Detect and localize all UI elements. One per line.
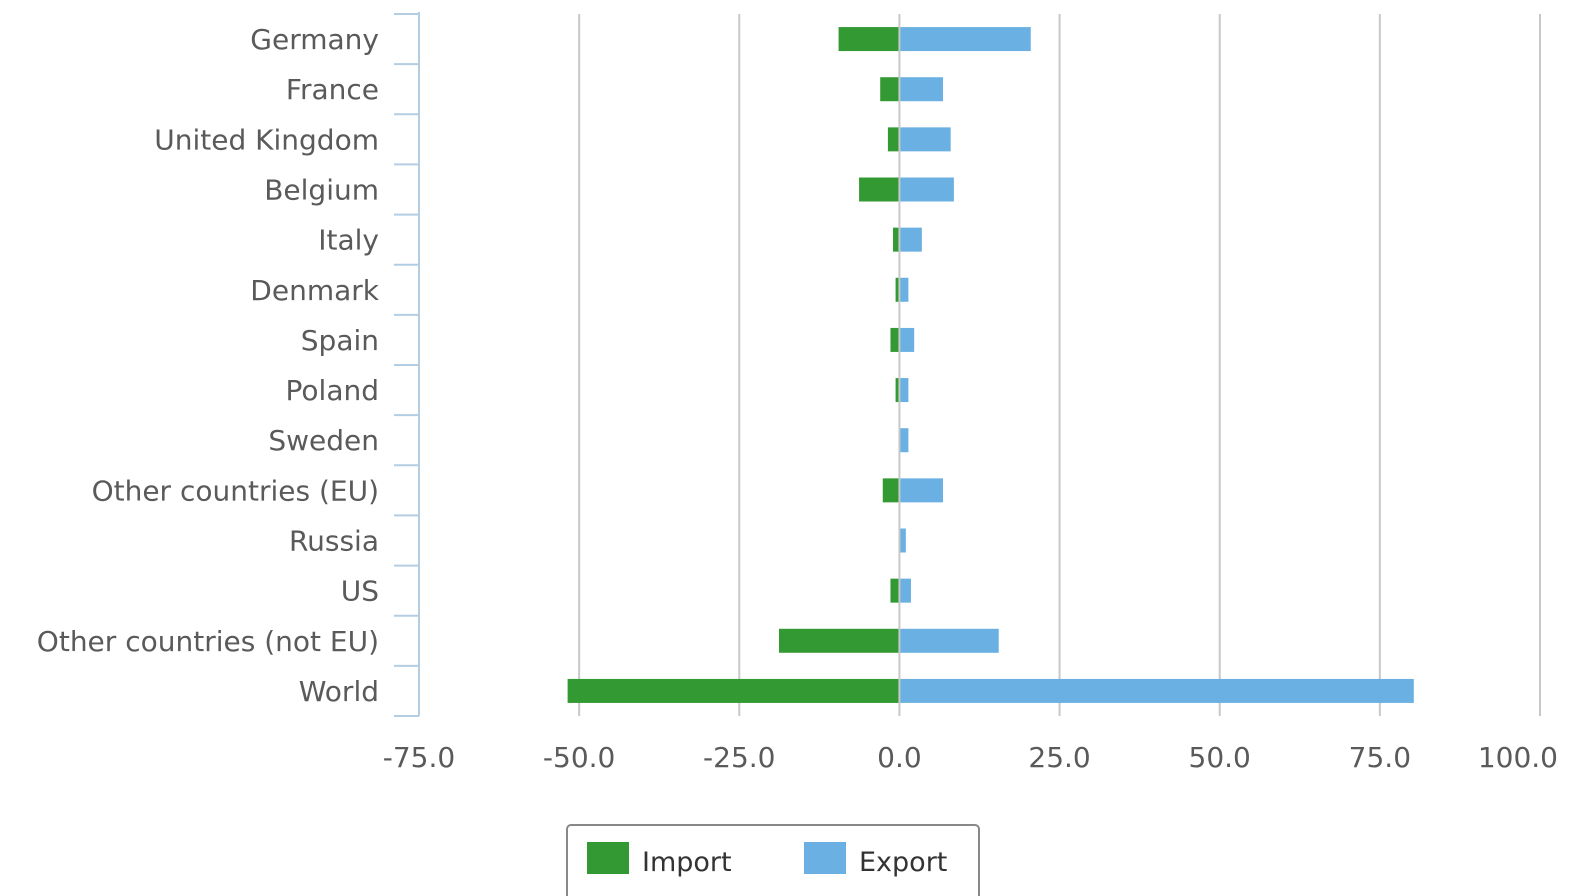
grid-lines (578, 14, 1541, 716)
category-labels: Germany France United Kingdom Belgium Italy D… (37, 23, 380, 708)
bar-export (899, 528, 906, 553)
bar-import (890, 327, 900, 352)
tick-labels: -75.0 -50.0 -25.0 0.0 25.0 50.0 75.0 100.0 (383, 741, 1558, 774)
x-tick-label: -75.0 (383, 741, 455, 774)
bars (567, 27, 1414, 703)
bar-export (899, 428, 909, 453)
category-label: US (341, 575, 379, 608)
legend-swatch-import (587, 842, 629, 874)
bar-import (890, 578, 900, 603)
x-tick-label: -50.0 (543, 741, 615, 774)
x-tick-label: 100.0 (1478, 741, 1558, 774)
bar-import (895, 277, 900, 302)
bar-import (887, 127, 900, 152)
x-tick-label: 25.0 (1028, 741, 1090, 774)
category-label: Poland (286, 374, 379, 407)
bar-import (567, 678, 900, 703)
category-label: Sweden (268, 424, 379, 457)
category-axis (394, 12, 420, 717)
bar-import (838, 27, 900, 52)
bar-import (779, 628, 900, 653)
category-label: Belgium (264, 174, 379, 207)
category-label: Other countries (EU) (92, 474, 379, 507)
category-label: United Kingdom (154, 123, 379, 156)
bar-export (899, 177, 954, 202)
category-label: Other countries (not EU) (37, 625, 379, 658)
bar-import (882, 478, 900, 503)
bar-import (859, 177, 900, 202)
legend-swatch-export (804, 842, 846, 874)
legend-label-import: Import (642, 847, 732, 878)
bar-export (899, 478, 943, 503)
bar-import (880, 77, 900, 102)
category-label: Italy (318, 224, 379, 257)
bar-export (899, 77, 943, 102)
bar-export (899, 27, 1031, 52)
x-tick-label: 75.0 (1349, 741, 1411, 774)
category-label: France (286, 73, 379, 106)
bar-export (899, 628, 999, 653)
bar-import (893, 227, 900, 252)
category-label: Spain (301, 324, 379, 357)
bar-import (895, 378, 900, 403)
bar-export (899, 578, 911, 603)
x-tick-label: 0.0 (877, 741, 922, 774)
legend-box (566, 824, 980, 896)
bar-export (899, 378, 909, 403)
category-label: Germany (250, 23, 379, 56)
x-tick-label: 50.0 (1189, 741, 1251, 774)
bar-export (899, 327, 915, 352)
category-label: World (299, 675, 379, 708)
legend: Import Export (566, 824, 980, 896)
x-tick-label: -25.0 (703, 741, 775, 774)
legend-label-export: Export (859, 847, 947, 878)
category-label: Denmark (250, 274, 379, 307)
category-label: Russia (289, 525, 379, 558)
bar-export (899, 678, 1414, 703)
bar-export (899, 277, 909, 302)
bar-export (899, 227, 922, 252)
bar-export (899, 127, 951, 152)
